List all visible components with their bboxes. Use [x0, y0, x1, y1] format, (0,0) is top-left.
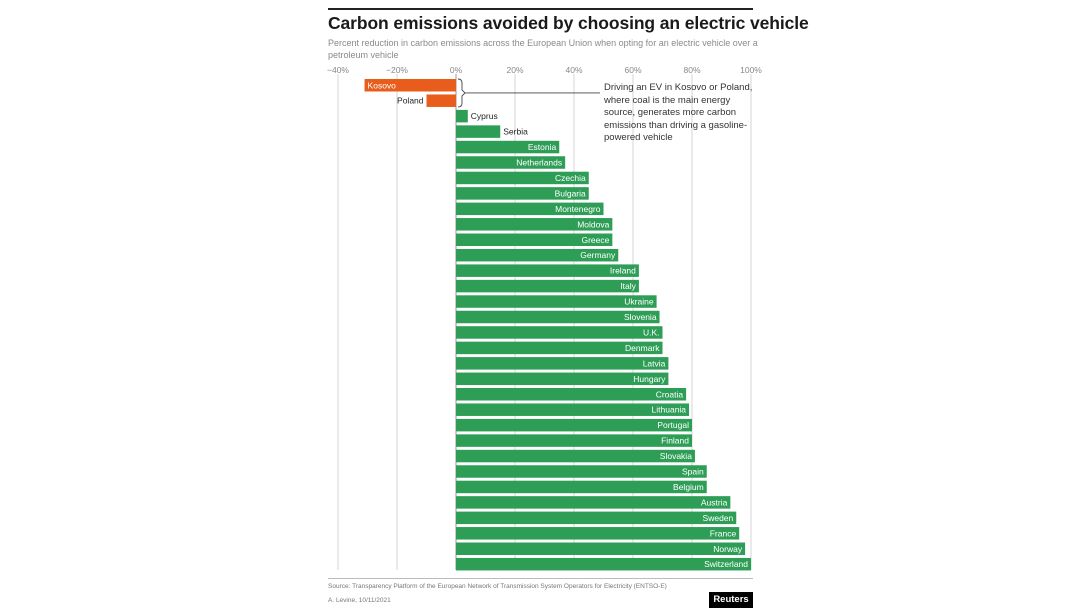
bar — [456, 403, 690, 416]
bar-label: Estonia — [528, 142, 557, 152]
bar — [456, 496, 731, 509]
bar — [364, 79, 456, 92]
x-tick-label: 100% — [740, 65, 762, 75]
bar-label: Slovenia — [624, 312, 657, 322]
bar — [456, 357, 669, 370]
bar-label: Poland — [397, 96, 424, 106]
bar — [456, 279, 639, 293]
bar-label: Norway — [713, 544, 743, 554]
bar-label: Moldova — [577, 219, 609, 229]
bar-label: Greece — [581, 235, 609, 245]
bar — [456, 140, 560, 154]
x-tick-label: −20% — [386, 65, 408, 75]
bar — [456, 449, 695, 463]
bar — [456, 434, 692, 447]
bar — [456, 511, 737, 525]
bar-label: Montenegro — [555, 204, 601, 214]
bar — [456, 218, 613, 231]
x-tick-label: 40% — [565, 65, 582, 75]
bar-label: Croatia — [656, 389, 684, 399]
bar — [456, 125, 501, 138]
bar-label: Kosovo — [368, 80, 397, 90]
bar-label: Hungary — [633, 374, 666, 384]
bar-label: Portugal — [657, 420, 689, 430]
bar-label: Latvia — [643, 358, 666, 368]
bar — [456, 480, 707, 494]
bar — [456, 372, 669, 386]
bar-label: Sweden — [703, 513, 734, 523]
bar — [456, 465, 707, 478]
bar — [456, 542, 746, 555]
bar-label: Austria — [701, 497, 728, 507]
bar — [456, 557, 751, 571]
bar — [456, 233, 613, 246]
bar-label: Denmark — [625, 343, 660, 353]
bar — [456, 326, 663, 339]
x-tick-label: −40% — [327, 65, 349, 75]
bar — [456, 109, 468, 123]
bar — [456, 264, 639, 277]
bar — [426, 94, 456, 107]
bar — [456, 341, 663, 355]
bar — [456, 248, 619, 262]
x-tick-label: 20% — [506, 65, 523, 75]
bar-label: Italy — [620, 281, 636, 291]
bar — [456, 527, 740, 540]
bar — [456, 171, 589, 185]
bar-label: Cyprus — [471, 111, 498, 121]
chart-subtitle: Percent reduction in carbon emissions ac… — [328, 38, 758, 60]
bar-label: Netherlands — [516, 158, 562, 168]
bar — [456, 202, 604, 216]
reuters-logo: Reuters — [709, 592, 753, 608]
bar-label: France — [710, 528, 737, 538]
bar — [456, 310, 660, 324]
byline: A. Levine, 10/11/2021 — [328, 597, 391, 604]
bar-label: Ukraine — [624, 297, 654, 307]
bar-label: Czechia — [555, 173, 586, 183]
bar-label: Germany — [580, 250, 616, 260]
bottom-rule — [328, 578, 753, 579]
bar-label: Finland — [661, 436, 689, 446]
bar-label: Switzerland — [704, 559, 748, 569]
annotation-text: Driving an EV in Kosovo or Poland, where… — [604, 82, 753, 143]
x-tick-label: 0% — [450, 65, 463, 75]
bar — [456, 187, 589, 200]
bar — [456, 295, 657, 308]
bar-label: U.K. — [643, 327, 660, 337]
bar-label: Serbia — [503, 127, 528, 137]
bar-label: Bulgaria — [555, 188, 586, 198]
bar — [456, 418, 692, 432]
bar-label: Spain — [682, 467, 704, 477]
source-note: Source: Transparency Platform of the Eur… — [328, 583, 667, 590]
bar-label: Ireland — [610, 266, 636, 276]
bar-label: Lithuania — [652, 405, 687, 415]
annotation-bracket — [457, 78, 466, 108]
x-tick-label: 80% — [683, 65, 700, 75]
bar — [456, 156, 566, 169]
bar — [456, 388, 687, 401]
bar-label: Slovakia — [660, 451, 692, 461]
chart-title: Carbon emissions avoided by choosing an … — [328, 13, 809, 33]
bar-label: Belgium — [673, 482, 704, 492]
x-tick-label: 60% — [624, 65, 641, 75]
top-rule — [328, 8, 753, 10]
